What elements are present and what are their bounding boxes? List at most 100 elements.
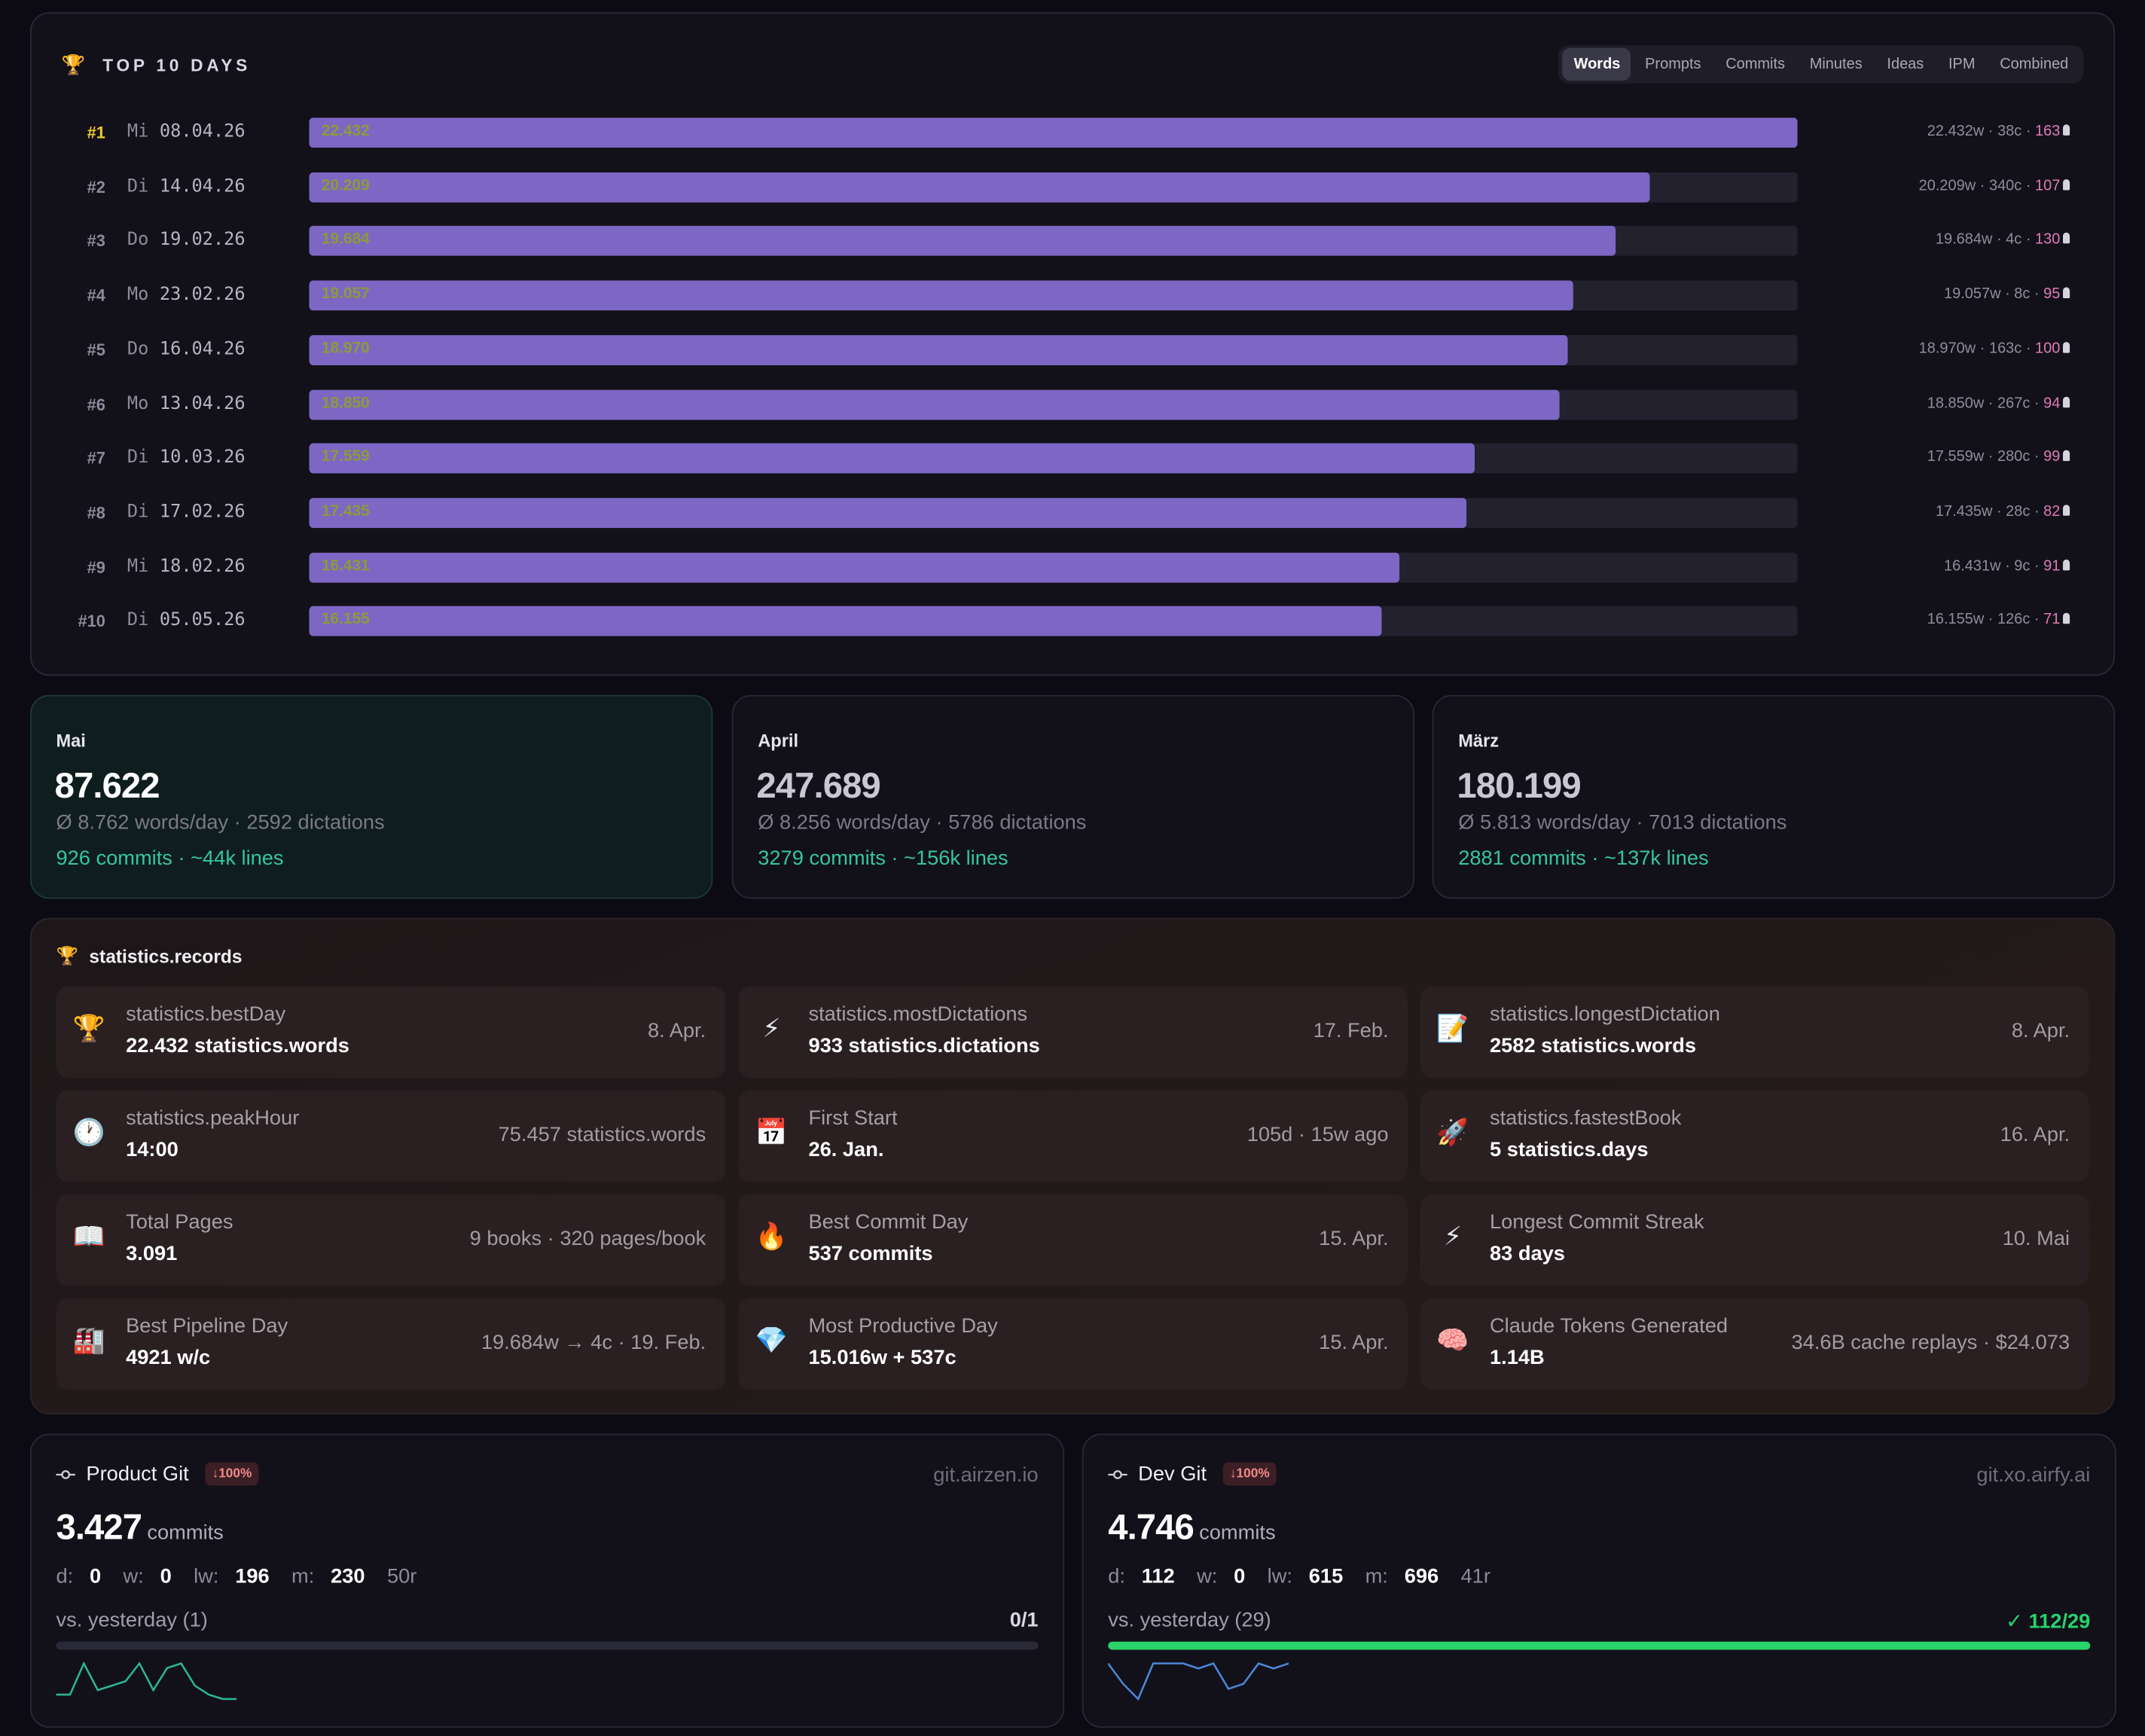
record-value: 3.091 — [126, 1242, 178, 1266]
git-header: Product Git ↓100% — [56, 1462, 259, 1486]
record-value: 2582 statistics.words — [1489, 1034, 1697, 1058]
row-meta-text: 17.435w · 28c · — [1935, 503, 2044, 520]
record-card[interactable]: 📅 First Start 26. Jan. 105d · 15w ago — [738, 1090, 1408, 1182]
tab-minutes[interactable]: Minutes — [1809, 56, 1863, 73]
rank-label: #5 — [87, 340, 105, 360]
record-label: Most Productive Day — [808, 1314, 998, 1338]
record-detail: 15. Apr. — [1319, 1331, 1389, 1355]
month-card-april[interactable]: April 247.689 Ø 8.256 words/day · 5786 d… — [731, 694, 1415, 899]
row-meta-text: 16.155w · 126c · — [1927, 612, 2044, 629]
row-meta-text: 18.850w · 267c · — [1927, 395, 2044, 411]
month-name: April — [758, 730, 799, 752]
top-day-row[interactable]: #5 Do 16.04.26 18.970 18.970w · 163c · 100 — [32, 334, 2116, 365]
commit-count-value: 3.427 — [56, 1506, 142, 1548]
vs-yesterday: vs. yesterday (1) — [56, 1609, 208, 1632]
bar-track: 22.432 — [309, 117, 1798, 148]
clock-icon: 🕐 — [72, 1118, 105, 1148]
progress-fill — [1108, 1641, 2091, 1650]
day-date: Di 17.02.26 — [127, 502, 246, 522]
bar-fill: 16.431 — [309, 552, 1399, 583]
bar-track: 18.850 — [309, 389, 1798, 420]
tab-commits[interactable]: Commits — [1725, 56, 1786, 73]
top-day-row[interactable]: #1 Mi 08.04.26 22.432 22.432w · 38c · 163 — [32, 117, 2116, 148]
tab-prompts[interactable]: Prompts — [1645, 56, 1701, 73]
row-meta: 18.970w · 163c · 100 — [1919, 340, 2070, 357]
record-card[interactable]: 📖 Total Pages 3.091 9 books · 320 pages/boo… — [56, 1194, 725, 1286]
row-meta: 19.684w · 4c · 130 — [1936, 232, 2070, 248]
gem-icon: 💎 — [755, 1326, 788, 1356]
month-name: März — [1458, 730, 1500, 752]
row-meta: 17.435w · 28c · 82 — [1936, 503, 2070, 520]
records-panel: 🏆 statistics.records 🏆 statistics.bestDay… — [29, 917, 2116, 1415]
record-card[interactable]: 🔥 Best Commit Day 537 commits 15. Apr. — [738, 1194, 1408, 1286]
record-card[interactable]: ⚡ statistics.mostDictations 933 statistics… — [738, 986, 1408, 1079]
bar-value: 18.850 — [321, 395, 370, 411]
month-commits: 926 commits · ~44k lines — [56, 847, 284, 871]
bar-fill: 17.559 — [309, 443, 1475, 474]
ideas-count: 99 — [2043, 449, 2061, 465]
month-card-maerz[interactable]: März 180.199 Ø 5.813 words/day · 7013 di… — [1432, 694, 2116, 899]
ideas-count: 94 — [2043, 395, 2061, 411]
date: 19.02.26 — [159, 230, 246, 252]
weekday: Do — [127, 339, 149, 360]
month-card-mai[interactable]: Mai 87.622 Ø 8.762 words/day · 2592 dict… — [29, 694, 713, 899]
git-host-link[interactable]: git.airzen.io — [933, 1463, 1039, 1487]
git-period-stats: d: 0 w: 0 lw: 196 m: 230 50r — [56, 1565, 433, 1588]
tab-words[interactable]: Words — [1563, 47, 1631, 81]
rocket-icon: 🚀 — [1436, 1118, 1469, 1148]
stat-label-month: m: — [291, 1564, 315, 1588]
top-day-row[interactable]: #6 Mo 13.04.26 18.850 18.850w · 267c · 94 — [32, 389, 2116, 420]
ideas-count: 71 — [2043, 612, 2061, 629]
stat-week: 0 — [1234, 1564, 1246, 1588]
stat-day: 112 — [1141, 1564, 1175, 1588]
trophy-icon: 🏆 — [61, 53, 90, 75]
top-day-row[interactable]: #8 Di 17.02.26 17.435 17.435w · 28c · 82 — [32, 497, 2116, 528]
metric-tabs: Words Prompts Commits Minutes Ideas IPM Combin… — [1558, 44, 2084, 84]
records-title: statistics.records — [89, 945, 243, 967]
record-card[interactable]: ⚡ Longest Commit Streak 83 days 10. Mai — [1420, 1194, 2089, 1286]
sparkline-path — [1108, 1662, 1289, 1701]
record-value: 83 days — [1489, 1242, 1565, 1266]
git-commit-icon — [1108, 1469, 1127, 1478]
date: 16.04.26 — [159, 339, 246, 360]
bar-track: 19.057 — [309, 280, 1798, 311]
tab-combined[interactable]: Combined — [2000, 56, 2069, 73]
tab-ipm[interactable]: IPM — [1948, 56, 1976, 73]
top-day-row[interactable]: #3 Do 19.02.26 19.684 19.684w · 4c · 130 — [32, 226, 2116, 257]
day-date: Mi 08.04.26 — [127, 122, 246, 142]
stat-label-week: w: — [1197, 1564, 1218, 1588]
record-card[interactable]: 💎 Most Productive Day 15.016w + 537c 15. Ap… — [738, 1298, 1408, 1390]
lightbulb-icon — [2063, 341, 2070, 353]
date: 05.05.26 — [159, 610, 246, 631]
vs-yesterday: vs. yesterday (29) — [1108, 1609, 1271, 1632]
top-day-row[interactable]: #2 Di 14.04.26 20.209 20.209w · 340c · 107 — [32, 172, 2116, 203]
record-value: 22.432 statistics.words — [126, 1034, 349, 1058]
top-day-row[interactable]: #9 Mi 18.02.26 16.431 16.431w · 9c · 91 — [32, 552, 2116, 583]
git-host-link[interactable]: git.xo.airfy.ai — [1976, 1463, 2091, 1487]
top-day-row[interactable]: #10 Di 05.05.26 16.155 16.155w · 126c · 71 — [32, 606, 2116, 637]
top-day-row[interactable]: #4 Mo 23.02.26 19.057 19.057w · 8c · 95 — [32, 280, 2116, 311]
date: 10.03.26 — [159, 447, 246, 468]
row-meta: 22.432w · 38c · 163 — [1927, 123, 2070, 139]
dev-git-card: Dev Git ↓100% git.xo.airfy.ai 4.746 commi… — [1082, 1433, 2116, 1728]
record-label: First Start — [808, 1106, 898, 1130]
rank-label: #4 — [87, 285, 105, 306]
row-meta-text: 19.057w · 8c · — [1943, 285, 2044, 303]
record-card[interactable]: 🕐 statistics.peakHour 14:00 75.457 statisti… — [56, 1090, 725, 1182]
stat-day: 0 — [89, 1564, 102, 1588]
record-card[interactable]: 📝 statistics.longestDictation 2582 statist… — [1420, 986, 2089, 1079]
git-name: Product Git — [86, 1462, 189, 1486]
row-meta: 16.431w · 9c · 91 — [1944, 557, 2070, 574]
record-detail: 9 books · 320 pages/book — [469, 1227, 706, 1251]
record-card[interactable]: 🏆 statistics.bestDay 22.432 statistics.wor… — [56, 986, 725, 1079]
tab-ideas[interactable]: Ideas — [1887, 56, 1924, 73]
month-total-words: 87.622 — [54, 764, 160, 806]
commit-unit: commits — [147, 1521, 224, 1545]
record-card[interactable]: 🏭 Best Pipeline Day 4921 w/c 19.684w → 4c ·… — [56, 1298, 725, 1390]
record-card[interactable]: 🚀 statistics.fastestBook 5 statistics.days… — [1420, 1090, 2089, 1182]
top-day-row[interactable]: #7 Di 10.03.26 17.559 17.559w · 280c · 99 — [32, 443, 2116, 474]
rank-label: #2 — [87, 177, 105, 197]
git-header: Dev Git ↓100% — [1108, 1462, 1277, 1486]
row-meta: 16.155w · 126c · 71 — [1927, 612, 2070, 628]
record-card[interactable]: 🧠 Claude Tokens Generated 1.14B 34.6B cache… — [1420, 1298, 2089, 1390]
